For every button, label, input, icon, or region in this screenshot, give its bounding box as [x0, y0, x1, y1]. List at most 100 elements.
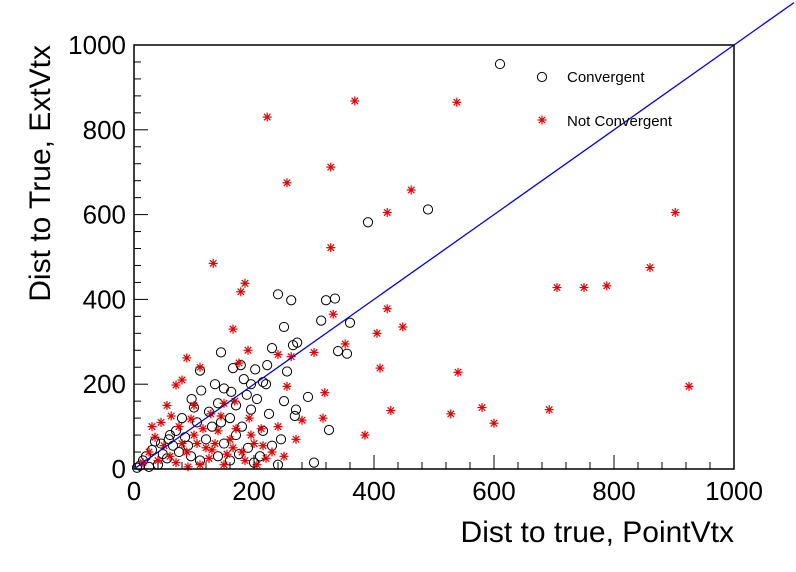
- x-tick-label: 0: [127, 476, 141, 506]
- data-point-not-convergent: [216, 411, 226, 421]
- legend-label-convergent: Convergent: [567, 69, 645, 86]
- data-point-not-convergent: [552, 283, 562, 293]
- data-point-not-convergent: [186, 414, 196, 424]
- data-point-not-convergent: [382, 207, 392, 217]
- data-point-convergent: [209, 379, 221, 390]
- data-point-convergent: [242, 442, 254, 453]
- data-point-not-convergent: [213, 426, 223, 436]
- data-point-not-convergent: [165, 451, 175, 461]
- data-point-not-convergent: [210, 439, 220, 449]
- data-point-not-convergent: [579, 283, 589, 293]
- data-point-convergent: [323, 424, 335, 436]
- x-tick-label: 400: [352, 476, 395, 506]
- data-point-not-convergent: [144, 447, 154, 457]
- data-point-convergent: [281, 366, 293, 377]
- data-point-convergent: [286, 295, 297, 306]
- data-point-not-convergent: [204, 453, 214, 463]
- data-point-not-convergent: [406, 185, 416, 195]
- data-point-not-convergent: [195, 362, 205, 372]
- data-point-not-convergent: [273, 350, 283, 360]
- data-point-not-convergent: [350, 96, 360, 106]
- x-tick-label: 800: [592, 476, 635, 506]
- data-point-not-convergent: [174, 422, 184, 432]
- data-point-not-convergent: [162, 400, 172, 410]
- data-point-convergent: [278, 321, 290, 333]
- data-point-convergent: [218, 438, 230, 449]
- data-point-not-convergent: [192, 439, 202, 449]
- data-point-convergent: [218, 383, 230, 394]
- data-point-not-convergent: [249, 439, 259, 449]
- data-point-not-convergent: [477, 403, 487, 413]
- data-point-not-convergent: [228, 443, 238, 453]
- data-point-not-convergent: [489, 418, 499, 428]
- data-point-not-convergent: [267, 447, 277, 457]
- data-point-not-convergent: [340, 339, 350, 349]
- data-point-not-convergent: [208, 258, 218, 268]
- data-point-convergent: [206, 421, 218, 432]
- data-point-convergent: [262, 360, 273, 371]
- tick-labels: 0 200 400 600 800 1000 0 200 400 600 800 1000: [68, 30, 763, 506]
- data-point-convergent: [263, 408, 275, 419]
- data-point-not-convergent: [360, 430, 370, 440]
- data-point-not-convergent: [256, 424, 266, 434]
- data-point-convergent: [215, 347, 227, 358]
- data-point-convergent: [320, 295, 332, 306]
- data-point-not-convergent: [602, 281, 612, 291]
- data-point-not-convergent: [236, 287, 246, 297]
- data-point-not-convergent: [231, 424, 241, 434]
- data-point-convergent: [257, 376, 269, 388]
- data-point-convergent: [245, 379, 257, 390]
- data-point-convergent: [302, 391, 314, 403]
- data-point-not-convergent: [252, 460, 262, 470]
- data-point-not-convergent: [386, 405, 396, 415]
- data-point-convergent: [164, 429, 176, 441]
- data-point-not-convergent: [153, 456, 163, 466]
- data-point-not-convergent: [282, 178, 292, 188]
- plot-frame: [133, 44, 735, 470]
- data-point-not-convergent: [182, 353, 192, 363]
- data-point-not-convergent: [670, 207, 680, 217]
- data-point-convergent: [422, 204, 434, 215]
- data-point-not-convergent: [258, 441, 268, 451]
- data-point-not-convergent: [150, 432, 160, 442]
- data-point-not-convergent: [189, 430, 199, 440]
- data-point-convergent: [275, 434, 287, 445]
- data-point-not-convergent: [309, 347, 319, 357]
- data-point-convergent: [238, 374, 249, 385]
- data-point-not-convergent: [326, 162, 336, 172]
- data-point-not-convergent: [219, 460, 229, 470]
- data-point-not-convergent: [320, 388, 330, 398]
- data-point-not-convergent: [291, 434, 301, 444]
- data-point-convergent: [167, 440, 179, 451]
- data-point-not-convergent: [147, 422, 157, 432]
- data-point-convergent: [245, 404, 257, 415]
- data-point-convergent: [191, 417, 203, 428]
- data-point-convergent: [226, 386, 237, 397]
- data-point-convergent: [143, 461, 155, 472]
- data-point-not-convergent: [240, 278, 250, 288]
- axis-ticks: [133, 44, 735, 470]
- data-point-not-convergent: [372, 328, 382, 338]
- data-point-not-convergent: [446, 409, 456, 419]
- y-tick-label: 400: [83, 284, 126, 314]
- data-point-not-convergent: [318, 413, 328, 423]
- data-point-convergent: [176, 413, 188, 424]
- data-point-not-convergent: [177, 439, 187, 449]
- data-point-not-convergent: [452, 97, 462, 107]
- x-tick-label: 200: [232, 476, 275, 506]
- legend-marker-not-convergent: [537, 115, 547, 125]
- data-point-not-convergent: [159, 441, 169, 451]
- data-point-convergent: [250, 364, 261, 375]
- y-tick-label: 200: [83, 369, 126, 399]
- data-point-convergent: [200, 434, 212, 445]
- legend-asterisk-marker: [537, 115, 547, 125]
- data-point-convergent: [134, 460, 146, 471]
- data-point-convergent: [362, 217, 374, 228]
- data-point-convergent: [289, 410, 300, 422]
- data-point-not-convergent: [328, 309, 338, 319]
- data-point-not-convergent: [544, 405, 554, 415]
- y-tick-label: 600: [83, 200, 126, 230]
- data-point-not-convergent: [244, 413, 254, 423]
- y-tick-label: 800: [83, 115, 126, 145]
